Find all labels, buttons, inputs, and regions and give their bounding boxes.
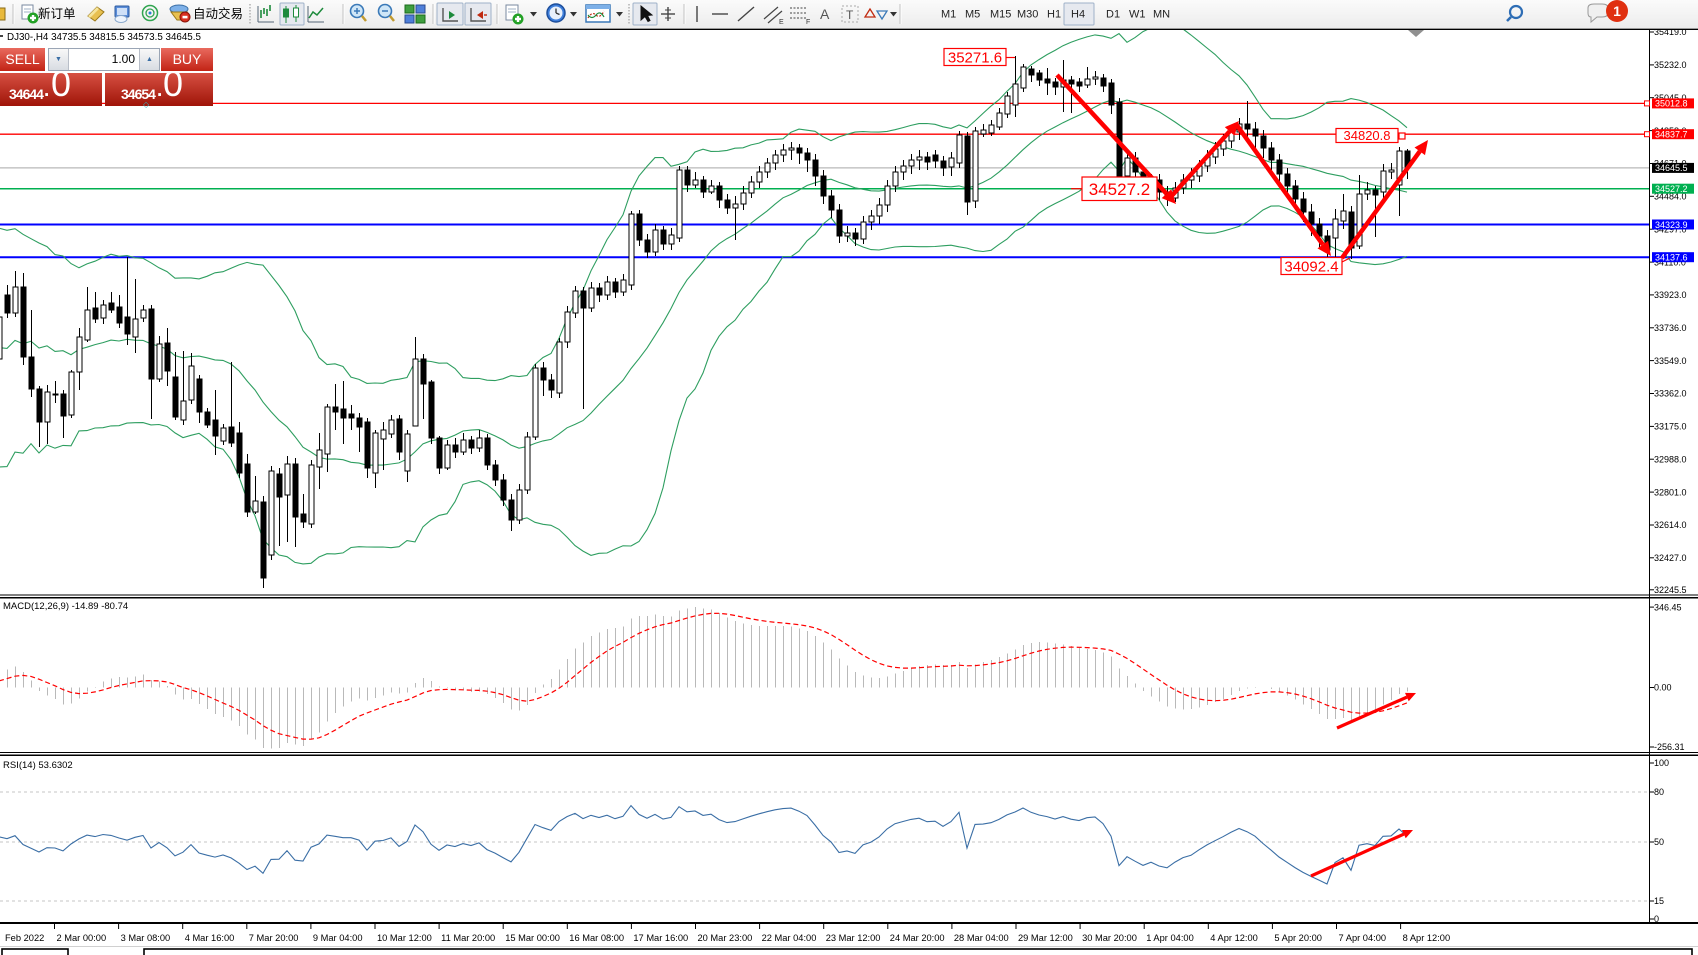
svg-text:29 Mar 12:00: 29 Mar 12:00 — [1018, 933, 1073, 943]
svg-text:1 Apr 04:00: 1 Apr 04:00 — [1146, 933, 1194, 943]
svg-text:1: 1 — [1613, 3, 1621, 19]
svg-text:4 Mar 16:00: 4 Mar 16:00 — [185, 933, 235, 943]
svg-text:10 Mar 12:00: 10 Mar 12:00 — [377, 933, 432, 943]
svg-text:34527.2: 34527.2 — [1089, 180, 1150, 199]
svg-text:32245.5: 32245.5 — [1654, 585, 1687, 595]
svg-text:34110.0: 34110.0 — [1654, 257, 1686, 267]
svg-text:H1: H1 — [1047, 9, 1061, 21]
svg-text:34837.7: 34837.7 — [1655, 130, 1688, 140]
svg-text:35012.8: 35012.8 — [1655, 99, 1688, 109]
svg-text:33362.0: 33362.0 — [1654, 389, 1687, 399]
svg-text:T: T — [846, 8, 854, 22]
svg-text:自动交易: 自动交易 — [193, 6, 243, 21]
svg-text:Feb 2022: Feb 2022 — [5, 933, 44, 943]
svg-text:28 Mar 04:00: 28 Mar 04:00 — [954, 933, 1009, 943]
svg-text:34092.4: 34092.4 — [1284, 258, 1338, 275]
svg-text:M1: M1 — [941, 9, 956, 21]
svg-text:3 Mar 08:00: 3 Mar 08:00 — [121, 933, 171, 943]
svg-text:32427.0: 32427.0 — [1654, 553, 1687, 563]
svg-text:22 Mar 04:00: 22 Mar 04:00 — [762, 933, 817, 943]
svg-text:33923.0: 33923.0 — [1654, 290, 1687, 300]
svg-text:33549.0: 33549.0 — [1654, 356, 1687, 366]
svg-text:4 Apr 12:00: 4 Apr 12:00 — [1210, 933, 1258, 943]
svg-text:15: 15 — [1654, 896, 1664, 906]
svg-text:0: 0 — [1654, 914, 1659, 924]
svg-text:32614.0: 32614.0 — [1654, 520, 1687, 530]
svg-text:30 Mar 20:00: 30 Mar 20:00 — [1082, 933, 1137, 943]
svg-text:80: 80 — [1654, 787, 1664, 797]
svg-text:35045.0: 35045.0 — [1654, 93, 1687, 103]
svg-text:33736.0: 33736.0 — [1654, 323, 1687, 333]
svg-text:0.00: 0.00 — [1654, 683, 1672, 693]
svg-text:M15: M15 — [990, 9, 1011, 21]
svg-text:34527.2: 34527.2 — [1655, 184, 1688, 194]
svg-text:24 Mar 20:00: 24 Mar 20:00 — [890, 933, 945, 943]
svg-text:34323.9: 34323.9 — [1655, 220, 1688, 230]
svg-text:MACD(12,26,9) -14.89 -80.74: MACD(12,26,9) -14.89 -80.74 — [3, 601, 128, 612]
svg-text:17 Mar 16:00: 17 Mar 16:00 — [633, 933, 688, 943]
svg-text:RSI(14) 53.6302: RSI(14) 53.6302 — [3, 760, 73, 771]
svg-text:32988.0: 32988.0 — [1654, 454, 1687, 464]
svg-text:35232.0: 35232.0 — [1654, 60, 1687, 70]
svg-text:16 Mar 08:00: 16 Mar 08:00 — [569, 933, 624, 943]
svg-text:F: F — [806, 19, 810, 26]
svg-text:-256.31: -256.31 — [1654, 742, 1685, 752]
svg-text:35419.0: 35419.0 — [1654, 27, 1687, 37]
svg-text:2 Mar 00:00: 2 Mar 00:00 — [57, 933, 107, 943]
svg-text:D1: D1 — [1106, 9, 1120, 21]
svg-text:MN: MN — [1153, 9, 1170, 21]
svg-text:50: 50 — [1654, 837, 1664, 847]
svg-text:DJ30-,H4 34735.5 34815.5 3457: DJ30-,H4 34735.5 34815.5 34573.5 34645.5 — [7, 32, 201, 43]
svg-text:346.45: 346.45 — [1654, 602, 1682, 612]
svg-text:34137.6: 34137.6 — [1655, 253, 1688, 263]
svg-text:35271.6: 35271.6 — [948, 49, 1002, 66]
svg-text:34484.0: 34484.0 — [1654, 192, 1687, 202]
svg-text:15 Mar 00:00: 15 Mar 00:00 — [505, 933, 560, 943]
svg-text:W1: W1 — [1129, 9, 1146, 21]
svg-text:M5: M5 — [965, 9, 980, 21]
svg-text:E: E — [779, 19, 784, 26]
svg-text:5 Apr 20:00: 5 Apr 20:00 — [1274, 933, 1322, 943]
svg-text:34820.8: 34820.8 — [1344, 128, 1391, 143]
svg-text:新订单: 新订单 — [38, 6, 76, 21]
svg-text:23 Mar 12:00: 23 Mar 12:00 — [826, 933, 881, 943]
svg-text:7 Mar 20:00: 7 Mar 20:00 — [249, 933, 299, 943]
svg-text:A: A — [820, 6, 830, 22]
svg-text:M30: M30 — [1017, 9, 1038, 21]
svg-text:100: 100 — [1654, 758, 1669, 768]
svg-text:33175.0: 33175.0 — [1654, 422, 1687, 432]
svg-text:11 Mar 20:00: 11 Mar 20:00 — [441, 933, 495, 943]
svg-text:8 Apr 12:00: 8 Apr 12:00 — [1403, 933, 1451, 943]
svg-text:H4: H4 — [1071, 9, 1085, 21]
svg-text:34645.5: 34645.5 — [1655, 163, 1688, 173]
svg-text:9 Mar 04:00: 9 Mar 04:00 — [313, 933, 363, 943]
svg-text:32801.0: 32801.0 — [1654, 487, 1687, 497]
svg-text:7 Apr 04:00: 7 Apr 04:00 — [1339, 933, 1387, 943]
svg-text:20 Mar 23:00: 20 Mar 23:00 — [698, 933, 753, 943]
